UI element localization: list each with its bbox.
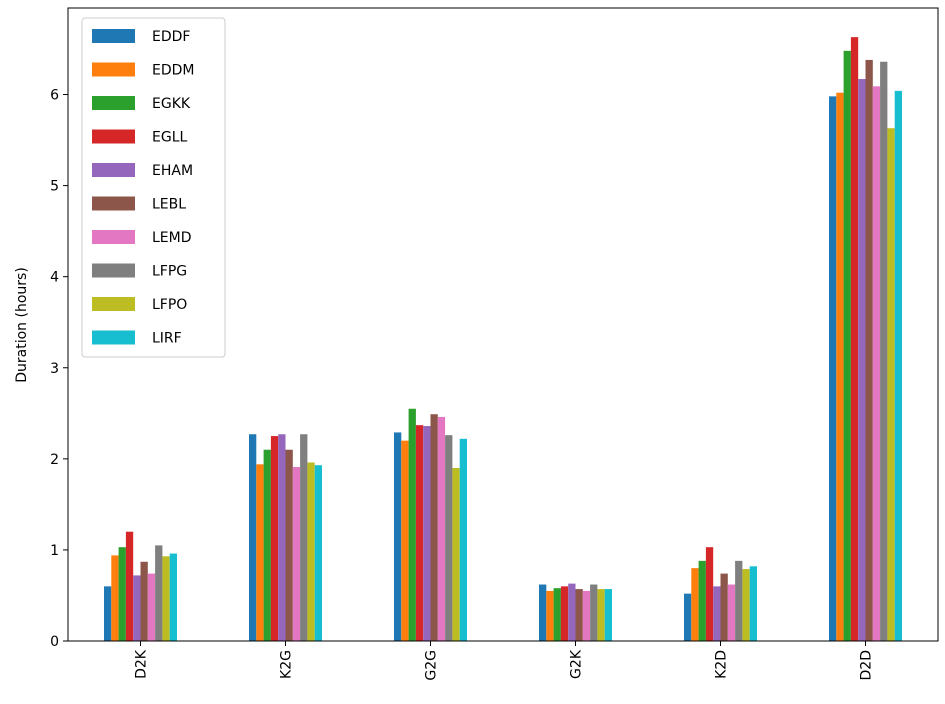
bars-layer (104, 37, 902, 642)
bar-lemd-g2k (582, 590, 591, 641)
legend-label: EHAM (152, 163, 193, 179)
bar-egll-k2g (270, 436, 279, 641)
x-tick-label: K2G (279, 650, 295, 679)
legend-swatch (92, 330, 135, 345)
bar-egll-g2k (560, 586, 569, 641)
bar-lebl-g2g (430, 414, 438, 641)
bar-lebl-k2g (285, 449, 293, 641)
x-tick-label: G2K (569, 649, 585, 679)
legend-label: LFPG (152, 264, 187, 280)
bar-eham-g2g (423, 426, 431, 641)
legend-swatch (92, 62, 135, 77)
bar-egll-d2d (850, 37, 859, 641)
bar-egkk-g2k (553, 588, 561, 641)
bar-egkk-k2g (263, 449, 271, 641)
bar-egkk-d2d (843, 50, 851, 642)
bar-egll-g2g (415, 425, 424, 641)
legend-label: LIRF (152, 331, 182, 347)
bar-lebl-k2d (720, 573, 728, 641)
legend-swatch (92, 196, 135, 211)
bar-lemd-d2k (147, 573, 156, 641)
legend-label: EGLL (152, 130, 187, 146)
y-tick-label: 0 (50, 634, 59, 650)
bar-egll-d2k (125, 531, 134, 641)
bar-eddm-d2d (836, 92, 844, 641)
y-tick-label: 1 (50, 543, 59, 559)
bar-eddm-g2k (546, 590, 554, 641)
bar-lebl-d2d (865, 59, 873, 642)
x-tick-label: D2K (134, 649, 150, 679)
legend-label: LEBL (152, 197, 186, 213)
legend-label: LEMD (152, 230, 192, 246)
bar-eddm-d2k (111, 555, 119, 641)
bar-lfpo-k2g (307, 462, 315, 641)
bar-eham-g2k (568, 583, 576, 641)
bar-lemd-k2g (292, 467, 301, 641)
legend-swatch (92, 297, 135, 311)
bar-eddm-k2d (691, 568, 699, 641)
bar-egkk-k2d (698, 560, 706, 641)
y-tick-label: 6 (50, 88, 59, 104)
bar-lfpg-k2g (300, 434, 308, 641)
y-tick-label: 5 (50, 179, 59, 195)
bar-lfpo-g2g (452, 467, 460, 641)
bar-eddf-g2k (539, 584, 547, 641)
bar-eddf-d2k (104, 586, 112, 641)
x-tick-label: G2G (424, 650, 440, 681)
x-tick-label: K2D (714, 650, 730, 679)
bar-eham-d2k (133, 575, 141, 641)
bar-eddm-g2g (401, 440, 409, 641)
legend-label: EDDF (152, 29, 190, 45)
bar-eddf-k2g (249, 434, 257, 641)
bar-lirf-k2d (749, 566, 757, 641)
y-axis-label: Duration (hours) (14, 267, 30, 383)
legend-swatch (92, 29, 135, 43)
legend: EDDF EDDM EGKK EGLL EHAM LEBL LEMD LFPG LFPO LIRF (81, 17, 226, 358)
axes-layer: 0 1 2 3 4 5 6 D2K K2G G2G G2K K2D D2D (50, 7, 939, 681)
bar-lemd-g2g (437, 416, 446, 641)
bar-eddf-d2d (829, 96, 837, 642)
bar-lirf-d2d (894, 90, 902, 641)
bar-lemd-d2d (872, 86, 881, 641)
bar-lfpo-k2d (742, 569, 750, 641)
bar-eddf-k2d (684, 593, 692, 641)
bar-lebl-g2k (575, 589, 583, 641)
bar-eham-d2d (858, 79, 866, 642)
x-tick-label: D2D (859, 650, 875, 680)
legend-swatch (92, 129, 135, 144)
bar-eddf-g2g (394, 432, 402, 641)
bar-eham-k2d (713, 586, 721, 641)
legend-label: EGKK (152, 96, 191, 112)
legend-label: LFPO (152, 297, 187, 313)
bar-lfpg-k2d (735, 560, 743, 641)
y-tick-label: 4 (50, 270, 59, 286)
bar-lfpg-g2k (590, 584, 598, 641)
legend-label: EDDM (152, 63, 195, 79)
y-tick-label: 3 (50, 361, 59, 377)
bar-lirf-k2g (314, 465, 322, 641)
bar-lfpo-d2k (162, 556, 170, 641)
bar-eddm-k2g (256, 464, 264, 641)
bar-lfpg-g2g (445, 435, 453, 641)
plot-frame (67, 7, 939, 642)
bar-lemd-k2d (727, 584, 736, 641)
bar-lfpg-d2d (880, 61, 888, 642)
bar-lfpo-d2d (887, 128, 895, 642)
bar-egkk-g2g (408, 408, 416, 641)
bar-egll-k2d (705, 547, 714, 641)
legend-swatch (92, 230, 135, 244)
bar-egkk-d2k (118, 547, 126, 641)
legend-swatch (92, 263, 135, 278)
bar-lirf-d2k (169, 553, 177, 641)
bar-lirf-g2g (459, 438, 467, 641)
bar-eham-k2g (278, 434, 286, 641)
legend-swatch (92, 96, 135, 110)
bar-lebl-d2k (140, 561, 148, 641)
y-tick-label: 2 (50, 452, 59, 468)
legend-swatch (92, 163, 135, 177)
bar-lfpo-g2k (597, 589, 605, 641)
bar-lirf-g2k (604, 589, 612, 641)
bar-lfpg-d2k (155, 545, 163, 641)
